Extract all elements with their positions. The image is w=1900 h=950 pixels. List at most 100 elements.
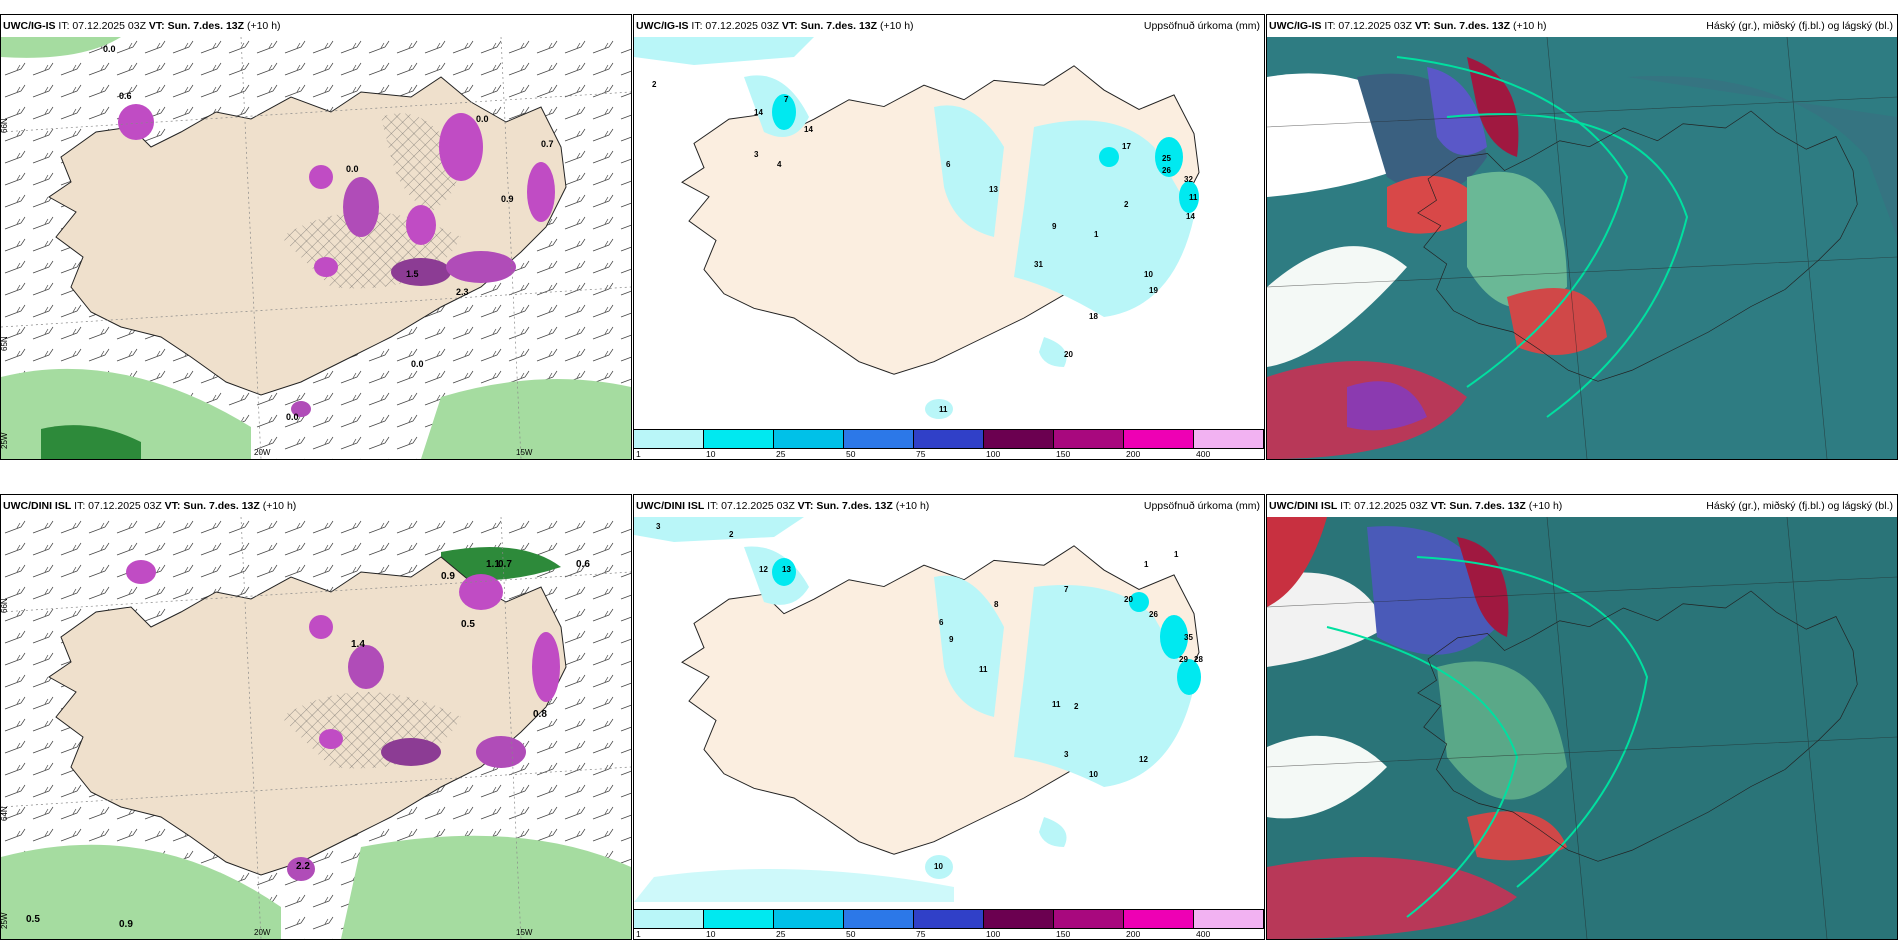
precip-value: 18: [1089, 312, 1098, 321]
legend-swatch: [914, 430, 984, 448]
wind-value: 1.5: [406, 269, 419, 279]
map-title: Háský (gr.), miðský (fj.bl.) og lágský (…: [1706, 20, 1893, 32]
precip-value: 31: [1034, 260, 1043, 269]
legend-swatch: [634, 430, 704, 448]
precip-map[interactable]: 2 14 7 14 3 4 6 17 25 26 32 11 14 13 9 3…: [634, 37, 1264, 427]
precip-value: 17: [1122, 142, 1131, 151]
cloud-map[interactable]: [1267, 517, 1897, 939]
legend-tick: 1: [636, 449, 641, 459]
lon-label-15: 15W: [516, 928, 533, 937]
precip-value: 9: [949, 635, 954, 644]
precip-value: 4: [777, 160, 782, 169]
legend-swatch: [634, 910, 704, 928]
lon-label-20: 20W: [254, 448, 271, 457]
precip-value: 20: [1064, 350, 1073, 359]
lat-label-65: 65N: [1, 336, 9, 351]
wind-value: 1.1: [486, 559, 500, 570]
precip-value: 10: [934, 862, 943, 871]
precip-value: 14: [1186, 212, 1195, 221]
legend-swatch: [774, 910, 844, 928]
precip-value: 13: [989, 185, 998, 194]
precip-map[interactable]: 3 2 12 13 6 9 11 8 20 26 35 29 28 11 12 …: [634, 517, 1264, 907]
precip-value: 2: [1074, 702, 1079, 711]
panel-header: UWC/IG-IS IT: 07.12.2025 03Z VT: Sun. 7.…: [634, 15, 1264, 37]
panel-header: UWC/DINI ISL IT: 07.12.2025 03Z VT: Sun.…: [634, 495, 1264, 517]
wind-value: 0.0: [476, 114, 489, 124]
cloud-map-panel-bottom: UWC/DINI ISL IT: 07.12.2025 03Z VT: Sun.…: [1266, 494, 1898, 940]
wind-value: 0.7: [498, 559, 512, 570]
precip-value: 13: [782, 565, 791, 574]
wind-value: 0.8: [533, 709, 547, 720]
wind-value: 0.6: [119, 91, 132, 101]
precip-value: 2: [1124, 200, 1129, 209]
map-title: Uppsöfnuð úrkoma (mm): [1143, 20, 1260, 32]
precip-value: 1: [1094, 230, 1099, 239]
precip-value: 29: [1179, 655, 1188, 664]
precip-value: 35: [1184, 633, 1193, 642]
precip-value: 11: [939, 405, 948, 414]
legend-bar: [634, 429, 1264, 449]
panel-header: UWC/IG-IS IT: 07.12.2025 03Z VT: Sun. 7.…: [1267, 15, 1897, 37]
precip-value: 20: [1124, 595, 1133, 604]
legend-tick: 25: [776, 449, 786, 459]
precip-legend: 1 10 25 50 75 100 150 200 400: [634, 909, 1264, 939]
legend-tick: 10: [706, 449, 716, 459]
wind-value: 0.0: [346, 164, 359, 174]
legend-tick: 75: [916, 449, 926, 459]
wind-value: 0.5: [26, 914, 40, 925]
legend-tick: 100: [986, 449, 1001, 459]
precip-map-panel-top: UWC/IG-IS IT: 07.12.2025 03Z VT: Sun. 7.…: [633, 14, 1265, 460]
precip-value: 10: [1089, 770, 1098, 779]
legend-tick: 400: [1196, 449, 1211, 459]
precip-value: 7: [784, 95, 789, 104]
legend-swatch: [1054, 430, 1124, 448]
map-title: Uppsöfnuð úrkoma (mm): [1143, 500, 1260, 512]
legend-swatch: [774, 430, 844, 448]
legend-swatch: [1054, 910, 1124, 928]
precip-value: 7: [1064, 585, 1069, 594]
legend-swatch: [704, 910, 774, 928]
wind-value: 0.0: [286, 412, 299, 422]
legend-tick: 50: [846, 929, 856, 939]
lon-label-25: 25W: [1, 912, 9, 929]
legend-tick: 400: [1196, 929, 1211, 939]
precip-value: 11: [979, 665, 988, 674]
lon-label-25: 25W: [1, 432, 9, 449]
precip-value: 12: [1139, 755, 1148, 764]
wind-value: 2.3: [456, 287, 469, 297]
precip-value: 25: [1162, 154, 1171, 163]
precip-value: 6: [946, 160, 951, 169]
precip-value: 1: [1144, 560, 1149, 569]
panel-header: UWC/DINI ISL IT: 07.12.2025 03Z VT: Sun.…: [3, 500, 297, 512]
wind-value: 0.9: [441, 571, 455, 582]
precip-value: 26: [1149, 610, 1158, 619]
precip-value: 11: [1189, 193, 1198, 202]
precip-legend: 1 10 25 50 75 100 150 200 400: [634, 429, 1264, 459]
cloud-map[interactable]: [1267, 37, 1897, 459]
legend-swatch: [984, 430, 1054, 448]
legend-tick: 10: [706, 929, 716, 939]
precip-value: 12: [759, 565, 768, 574]
map-title: Háský (gr.), miðský (fj.bl.) og lágský (…: [1706, 500, 1893, 512]
lat-label-64: 64N: [1, 806, 9, 821]
panel-header: UWC/DINI ISL IT: 07.12.2025 03Z VT: Sun.…: [1267, 495, 1897, 517]
lat-label-66: 66N: [1, 118, 9, 133]
precip-value: 32: [1184, 175, 1193, 184]
legend-tick: 150: [1056, 929, 1071, 939]
wind-map[interactable]: 66N 64N 25W 20W 15W 0.6 0.7 0.9 1.1 0.5 …: [1, 517, 631, 939]
precip-value: 9: [1052, 222, 1057, 231]
precip-value: 11: [1052, 700, 1061, 709]
wind-map-panel-top: UWC/IG-IS IT: 07.12.2025 03Z VT: Sun. 7.…: [0, 14, 632, 460]
wind-map-panel-bottom: UWC/DINI ISL IT: 07.12.2025 03Z VT: Sun.…: [0, 494, 632, 940]
precip-value: 14: [804, 125, 813, 134]
wind-value: 0.0: [411, 359, 424, 369]
legend-swatch: [844, 910, 914, 928]
legend-swatch: [1124, 430, 1194, 448]
legend-swatch: [914, 910, 984, 928]
legend-tick: 75: [916, 929, 926, 939]
wind-map[interactable]: 66N 65N 25W 20W 15W 0.0 0.0 0.0 0.0 0.0 …: [1, 37, 631, 459]
legend-swatch: [704, 430, 774, 448]
legend-ticks: 1 10 25 50 75 100 150 200 400: [634, 929, 1264, 939]
legend-tick: 25: [776, 929, 786, 939]
wind-value: 0.6: [576, 559, 590, 570]
